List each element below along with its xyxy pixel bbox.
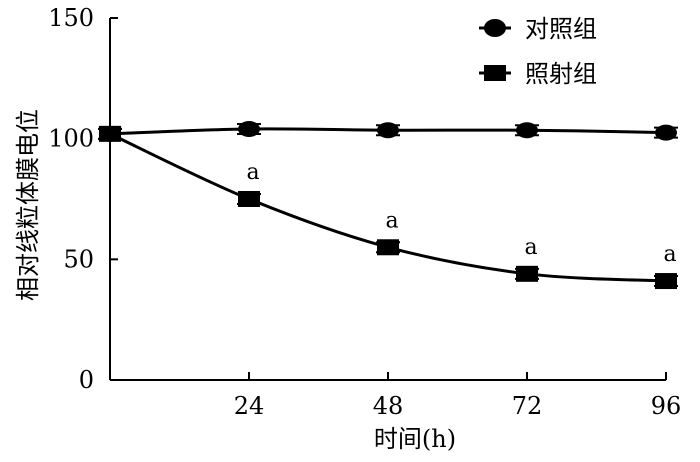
- y-axis-title: 相对线粒体膜电位: [14, 109, 42, 301]
- significance-label: a: [246, 160, 259, 185]
- data-point: [238, 191, 260, 207]
- data-point: [377, 239, 399, 256]
- x-tick-label: 72: [512, 392, 543, 420]
- legend-label: 照射组: [525, 60, 597, 88]
- y-tick-label: 150: [48, 4, 94, 32]
- x-tick-label: 48: [373, 392, 404, 420]
- legend-square-marker: [484, 65, 506, 81]
- series-1: [98, 121, 678, 142]
- legend-item: 照射组: [479, 60, 597, 88]
- x-axis-title: 时间(h): [374, 425, 456, 453]
- significance-label: a: [385, 208, 398, 233]
- x-tick-label: 24: [234, 392, 265, 420]
- data-point: [377, 122, 399, 139]
- y-tick-label: 50: [63, 245, 94, 273]
- legend-circle-marker: [484, 19, 506, 37]
- ticks: 0 50 100 150 24 48 72 96: [48, 4, 681, 420]
- significance-label: a: [524, 235, 537, 260]
- data-point: [655, 124, 677, 141]
- data-point: [516, 265, 538, 282]
- legend-item: 对照组: [479, 15, 597, 43]
- annotation-layer: a a a a: [246, 160, 676, 267]
- significance-label: a: [663, 242, 676, 267]
- data-point: [99, 125, 121, 142]
- series-layer: [98, 121, 678, 290]
- data-point: [516, 122, 538, 139]
- x-tick-label: 96: [651, 392, 682, 420]
- legend-label: 对照组: [525, 15, 597, 43]
- series-2: [98, 125, 678, 290]
- data-point: [238, 121, 260, 138]
- y-tick-label: 0: [79, 366, 94, 394]
- y-tick-label: 100: [48, 125, 94, 153]
- data-point: [655, 273, 677, 290]
